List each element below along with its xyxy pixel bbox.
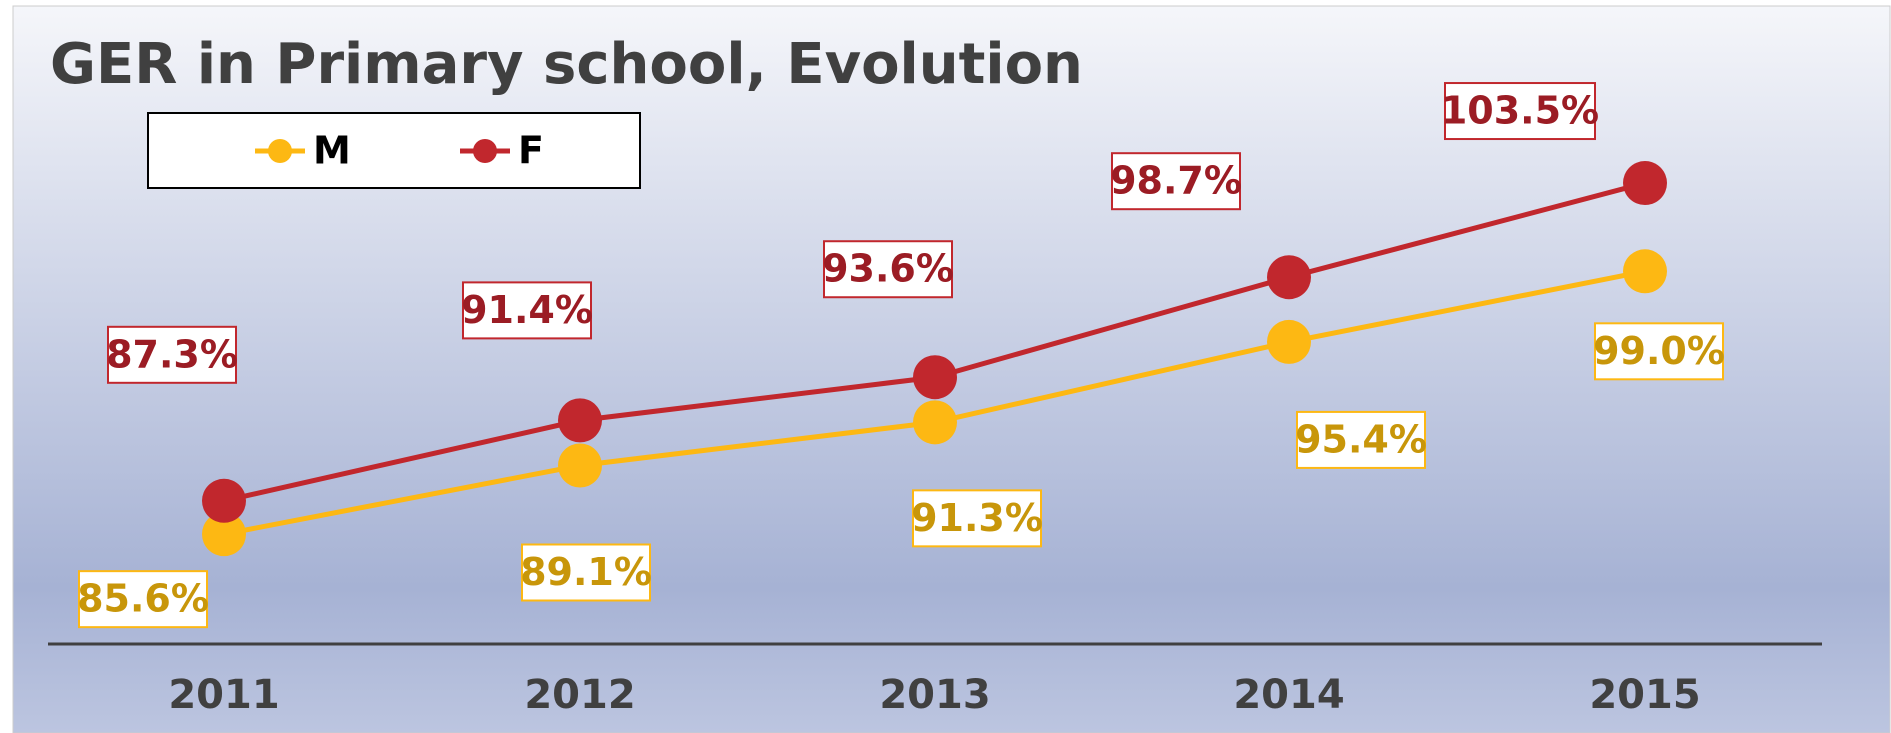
label-box <box>1111 152 1241 211</box>
point <box>913 355 957 400</box>
label-box <box>1296 410 1426 469</box>
label-box <box>107 325 237 384</box>
label-box <box>1594 322 1724 381</box>
data-label: 87.3% <box>106 332 238 376</box>
point <box>558 398 602 443</box>
data-label: 85.6% <box>77 577 209 621</box>
legend-marker <box>473 139 497 163</box>
legend-marker <box>268 139 292 163</box>
x-tick-label: 2013 <box>879 672 990 718</box>
x-tick-label: 2015 <box>1589 672 1700 718</box>
label-box <box>521 543 651 602</box>
data-label: 99.0% <box>1593 329 1725 373</box>
point <box>1623 249 1667 294</box>
x-tick-label: 2011 <box>168 672 279 718</box>
label-box <box>462 281 592 340</box>
data-label: 91.4% <box>461 288 593 332</box>
point <box>1267 319 1311 364</box>
x-tick-label: 2014 <box>1233 672 1344 718</box>
chart-title: GER in Primary school, Evolution <box>50 32 1083 97</box>
data-label: 89.1% <box>520 550 652 594</box>
point <box>913 400 957 445</box>
label-box <box>912 489 1042 548</box>
legend-label: M <box>313 129 351 173</box>
data-label: 91.3% <box>911 496 1043 540</box>
x-tick-label: 2012 <box>524 672 635 718</box>
point <box>1623 161 1667 206</box>
point <box>1267 255 1311 300</box>
legend-label: F <box>518 129 544 173</box>
legend <box>147 112 641 189</box>
data-label: 103.5% <box>1441 89 1599 133</box>
data-label: 93.6% <box>822 247 954 291</box>
point <box>202 478 246 523</box>
data-label: 95.4% <box>1295 417 1427 461</box>
label-box <box>823 240 953 299</box>
label-box <box>1444 82 1596 141</box>
point <box>202 512 246 557</box>
label-box <box>78 570 208 629</box>
point <box>558 443 602 488</box>
data-label: 98.7% <box>1110 159 1242 203</box>
